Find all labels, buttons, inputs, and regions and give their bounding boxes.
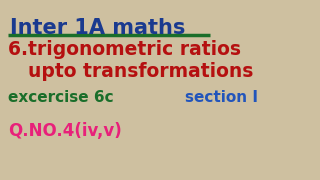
Text: upto transformations: upto transformations xyxy=(28,62,253,81)
Text: Inter 1A maths: Inter 1A maths xyxy=(10,18,185,38)
Text: section I: section I xyxy=(185,90,258,105)
Text: Q.NO.4(iv,v): Q.NO.4(iv,v) xyxy=(8,122,122,140)
Text: excercise 6c: excercise 6c xyxy=(8,90,114,105)
Text: 6.trigonometric ratios: 6.trigonometric ratios xyxy=(8,40,241,59)
